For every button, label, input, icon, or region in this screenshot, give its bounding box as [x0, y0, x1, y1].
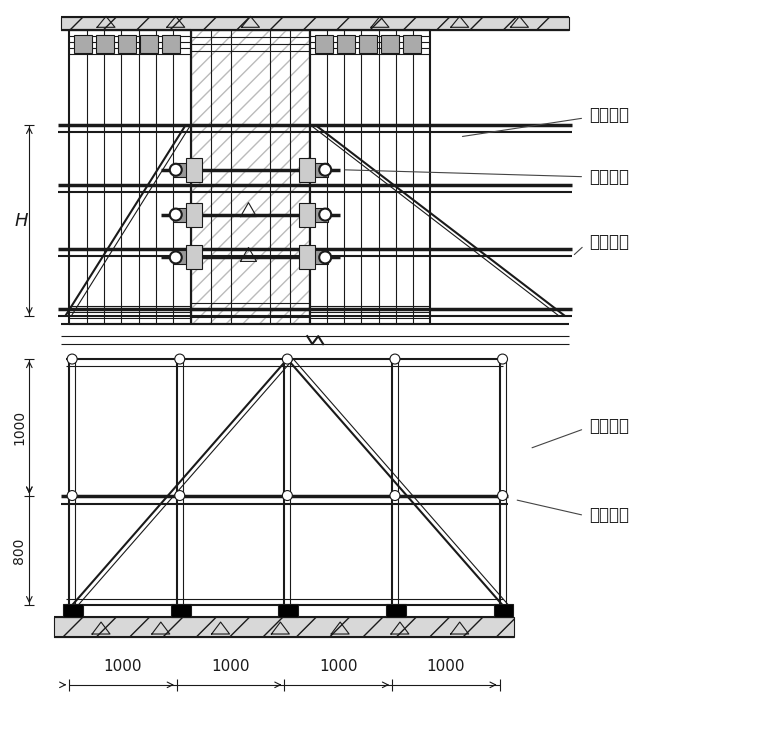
- Bar: [118, 35, 136, 53]
- Circle shape: [175, 490, 185, 501]
- Circle shape: [319, 208, 331, 220]
- Bar: [337, 35, 355, 53]
- Bar: [96, 35, 114, 53]
- Bar: [299, 158, 315, 182]
- Text: H: H: [14, 211, 28, 230]
- Bar: [315, 35, 333, 53]
- Bar: [74, 35, 92, 53]
- Circle shape: [169, 208, 182, 220]
- Text: 加固斜撑: 加固斜撑: [589, 417, 629, 434]
- Circle shape: [67, 490, 77, 501]
- Text: 支撑垫板: 支撑垫板: [589, 507, 629, 525]
- Bar: [403, 35, 421, 53]
- Bar: [359, 35, 377, 53]
- Text: 800: 800: [12, 537, 27, 563]
- Circle shape: [390, 490, 400, 501]
- Bar: [62, 17, 569, 31]
- Circle shape: [283, 490, 293, 501]
- Text: 1000: 1000: [426, 659, 465, 674]
- Bar: [312, 163, 328, 177]
- Text: 对拉丝杆: 对拉丝杆: [589, 167, 629, 186]
- Text: 加固钢管: 加固钢管: [589, 234, 629, 251]
- Bar: [381, 35, 399, 53]
- Bar: [173, 251, 188, 264]
- Bar: [312, 251, 328, 264]
- Bar: [185, 158, 201, 182]
- Bar: [299, 246, 315, 269]
- Text: 1000: 1000: [319, 659, 357, 674]
- Circle shape: [498, 354, 508, 364]
- Circle shape: [283, 354, 293, 364]
- Circle shape: [319, 164, 331, 176]
- Circle shape: [169, 251, 182, 263]
- Bar: [192, 31, 309, 323]
- Circle shape: [498, 490, 508, 501]
- Bar: [171, 604, 191, 617]
- Bar: [140, 35, 158, 53]
- Bar: [185, 202, 201, 226]
- Bar: [386, 604, 406, 617]
- Bar: [63, 604, 83, 617]
- Text: 1000: 1000: [12, 410, 27, 445]
- Text: 1000: 1000: [211, 659, 250, 674]
- Circle shape: [169, 164, 182, 176]
- Bar: [173, 163, 188, 177]
- Circle shape: [319, 251, 331, 263]
- Bar: [162, 35, 180, 53]
- Circle shape: [175, 354, 185, 364]
- Bar: [185, 246, 201, 269]
- Bar: [299, 202, 315, 226]
- Bar: [312, 208, 328, 222]
- Text: 1000: 1000: [103, 659, 142, 674]
- Text: 框梁斜撑: 框梁斜撑: [589, 106, 629, 124]
- Bar: [173, 208, 188, 222]
- Bar: [493, 604, 514, 617]
- Bar: [278, 604, 299, 617]
- Circle shape: [67, 354, 77, 364]
- Circle shape: [390, 354, 400, 364]
- Bar: [54, 617, 515, 637]
